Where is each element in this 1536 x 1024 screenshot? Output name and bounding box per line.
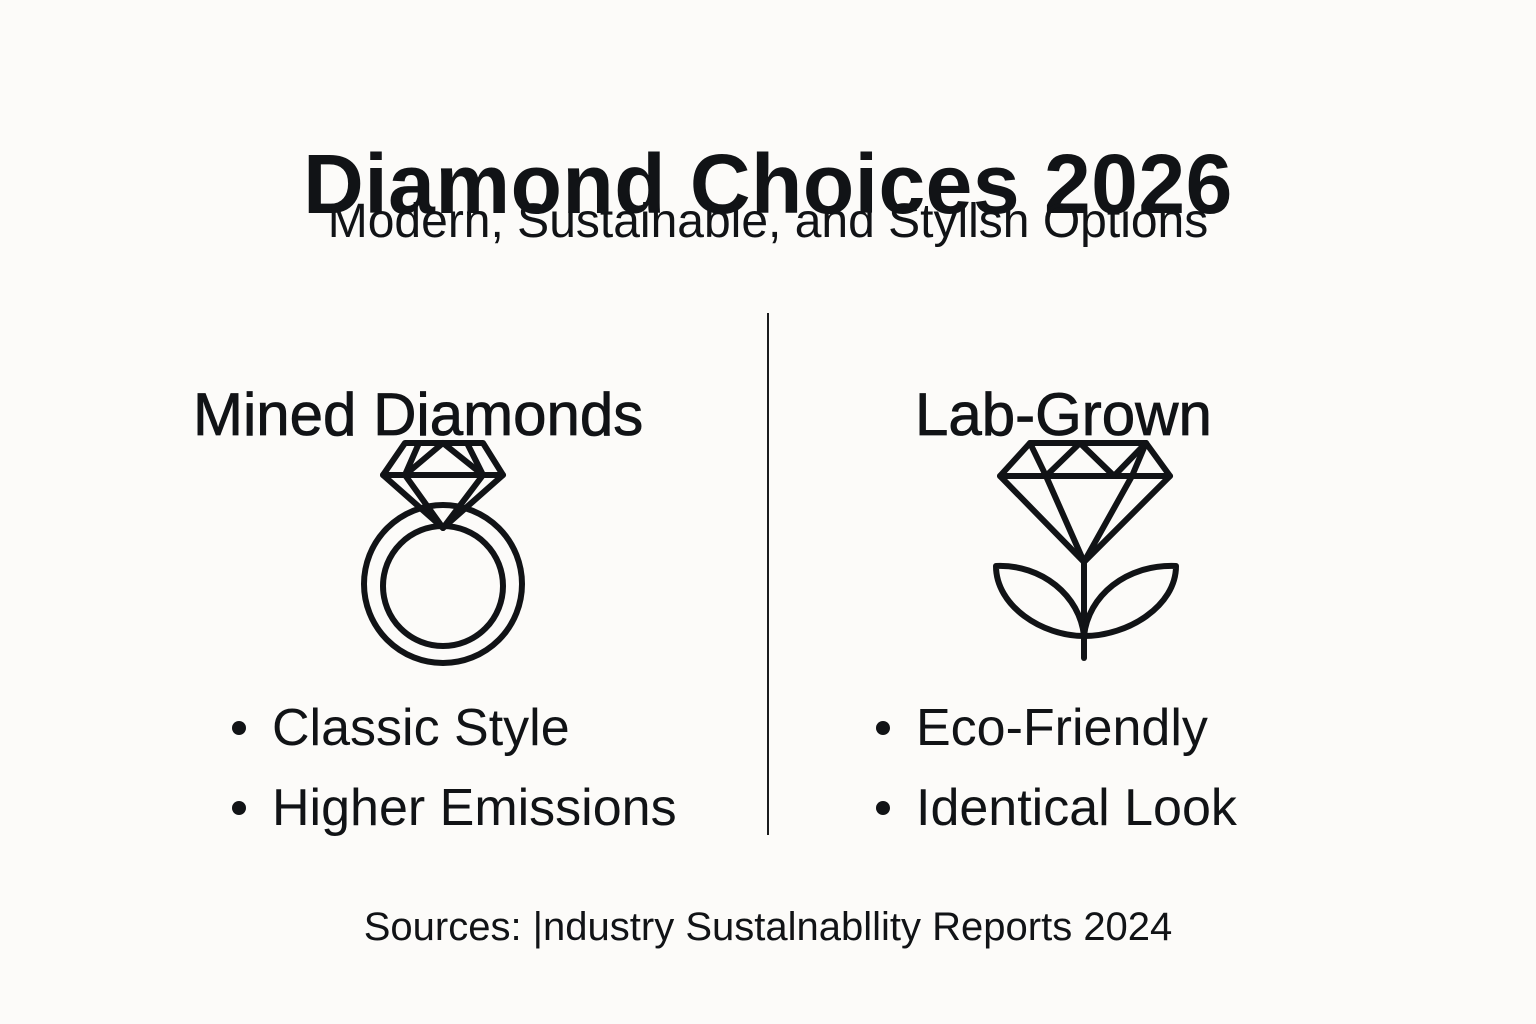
bullet-item: Identical Look xyxy=(876,768,1237,848)
bullet-text: Higher Emissions xyxy=(272,779,677,837)
bullet-text: Eco-Friendly xyxy=(916,699,1208,757)
bullet-text: Identical Look xyxy=(916,779,1237,837)
page-subtitle: Modern, Sustainable, and Styllsh Options xyxy=(327,195,1209,248)
bullet-item: Eco-Friendly xyxy=(876,688,1237,768)
diamond-flower-icon xyxy=(993,440,1179,661)
diamond-ring-icon xyxy=(361,440,525,666)
bullet-dot-icon xyxy=(876,801,890,815)
mined-diamonds-bullet-list: Classic Style Higher Emissions xyxy=(232,688,677,848)
sources-footnote: Sources: |ndustry Sustalnabllity Reports… xyxy=(363,905,1173,949)
bullet-dot-icon xyxy=(232,721,246,735)
mined-diamonds-heading: Mined Diamonds xyxy=(193,380,644,448)
lab-grown-heading: Lab-Grown xyxy=(915,380,1213,448)
lab-grown-bullet-list: Eco-Friendly Identical Look xyxy=(876,688,1237,848)
bullet-text: Classic Style xyxy=(272,699,570,757)
bullet-item: Classic Style xyxy=(232,688,677,768)
bullet-item: Higher Emissions xyxy=(232,768,677,848)
bullet-dot-icon xyxy=(232,801,246,815)
column-divider xyxy=(767,313,769,835)
page-title: Diamond Choices 2026 xyxy=(303,137,1233,232)
bullet-dot-icon xyxy=(876,721,890,735)
